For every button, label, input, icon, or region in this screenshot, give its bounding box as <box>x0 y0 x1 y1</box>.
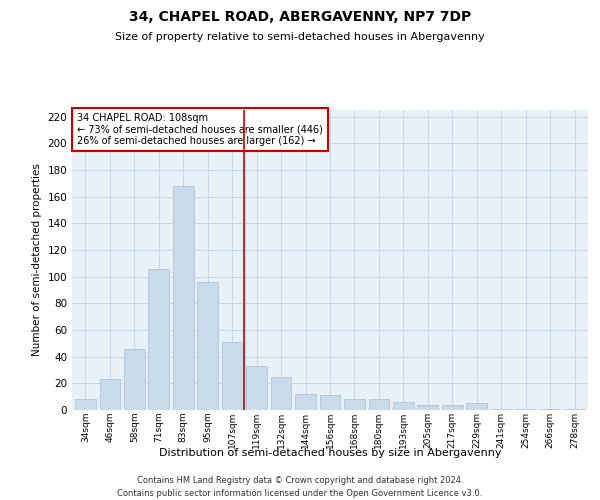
Bar <box>246 366 267 410</box>
Bar <box>418 404 438 410</box>
Bar <box>295 394 316 410</box>
Text: Size of property relative to semi-detached houses in Abergavenny: Size of property relative to semi-detach… <box>115 32 485 42</box>
Bar <box>271 376 292 410</box>
Bar <box>124 348 145 410</box>
Bar <box>564 408 585 410</box>
Bar <box>393 402 414 410</box>
Bar <box>368 400 389 410</box>
Bar <box>540 408 560 410</box>
Bar <box>515 408 536 410</box>
Text: 34, CHAPEL ROAD, ABERGAVENNY, NP7 7DP: 34, CHAPEL ROAD, ABERGAVENNY, NP7 7DP <box>129 10 471 24</box>
Text: Distribution of semi-detached houses by size in Abergavenny: Distribution of semi-detached houses by … <box>159 448 501 458</box>
Bar <box>344 400 365 410</box>
Bar <box>173 186 194 410</box>
Y-axis label: Number of semi-detached properties: Number of semi-detached properties <box>32 164 42 356</box>
Text: 34 CHAPEL ROAD: 108sqm
← 73% of semi-detached houses are smaller (446)
26% of se: 34 CHAPEL ROAD: 108sqm ← 73% of semi-det… <box>77 113 323 146</box>
Bar <box>222 342 242 410</box>
Bar <box>148 268 169 410</box>
Text: Contains public sector information licensed under the Open Government Licence v3: Contains public sector information licen… <box>118 488 482 498</box>
Bar <box>491 408 512 410</box>
Bar <box>75 400 96 410</box>
Bar <box>320 396 340 410</box>
Bar <box>197 282 218 410</box>
Bar <box>466 404 487 410</box>
Text: Contains HM Land Registry data © Crown copyright and database right 2024.: Contains HM Land Registry data © Crown c… <box>137 476 463 485</box>
Bar <box>442 404 463 410</box>
Bar <box>100 380 120 410</box>
